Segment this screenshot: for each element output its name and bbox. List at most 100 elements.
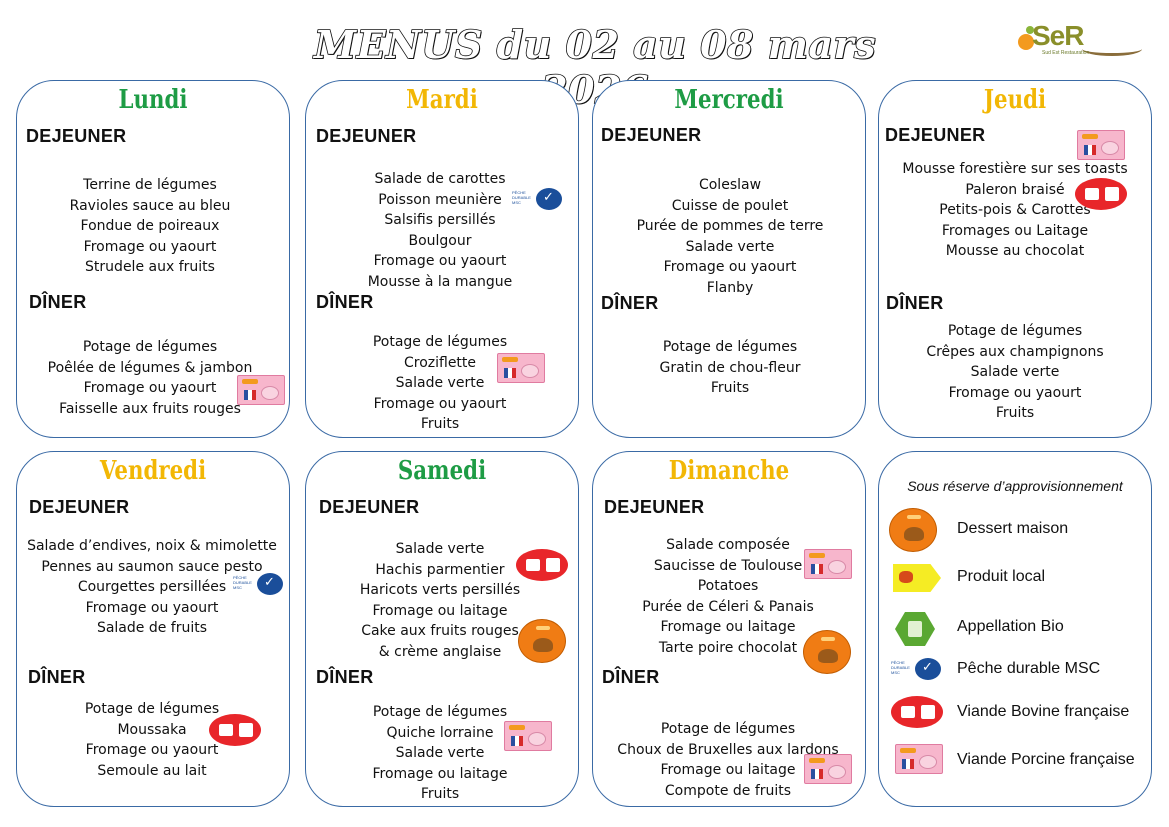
- dish: Poisson meunière: [378, 191, 502, 208]
- dish: Fromage ou yaourt: [85, 599, 219, 616]
- dish: Purée de pommes de terre: [636, 218, 824, 234]
- dish: Moussaka: [117, 721, 187, 738]
- diner-menu: Potage de légumes Choux de Bruxelles aux…: [593, 719, 865, 801]
- supply-note: Sous réserve d’approvisionnement: [907, 478, 1123, 494]
- diner-menu: Potage de légumes Crêpes aux champignons…: [879, 321, 1151, 424]
- dish: Potage de légumes: [660, 721, 796, 737]
- dish: Croziflette: [403, 354, 477, 371]
- logo-swoosh: [1082, 42, 1142, 56]
- viande-porcine-icon: [804, 549, 852, 579]
- viande-bovine-icon: [209, 714, 261, 746]
- dish: Purée de Céleri & Panais: [642, 598, 814, 615]
- diner-label: DÎNER: [28, 667, 86, 687]
- dish: Potage de légumes: [372, 704, 508, 720]
- dish: Paleron braisé: [965, 181, 1065, 198]
- bio-icon: [895, 612, 935, 646]
- diner-menu: Potage de légumes Croziflette Salade ver…: [306, 332, 578, 435]
- dish: Fromage ou laitage: [660, 762, 796, 778]
- diner-label: DÎNER: [886, 293, 944, 313]
- logo-subtitle: Sud Est Restauration: [1042, 50, 1090, 56]
- legend-item-bovine: Viande Bovine française: [879, 696, 1151, 740]
- dejeuner-menu: Salade verte Hachis parmentier Haricots …: [306, 539, 578, 662]
- dish: Cuisse de poulet: [671, 197, 789, 214]
- dish: Fromage ou yaourt: [948, 384, 1082, 401]
- dish: Fruits: [420, 786, 460, 802]
- dish: Flanby: [706, 279, 754, 296]
- dish: Salade verte: [395, 541, 485, 557]
- day-title: Mardi: [406, 85, 478, 115]
- day-card-dimanche: Dimanche DEJEUNER Salade composée Saucis…: [592, 451, 866, 807]
- dish: Salsifis persillés: [384, 212, 496, 228]
- msc-icon: PÊCHE DURABLE MSC: [233, 573, 283, 597]
- legend-label: Produit local: [957, 568, 1046, 585]
- legend-label: Viande Bovine française: [957, 703, 1130, 720]
- diner-menu: Potage de légumes Moussaka Fromage ou ya…: [17, 699, 289, 781]
- dish: Fromage ou yaourt: [83, 238, 217, 255]
- dish: Mousse forestière sur ses toasts: [902, 161, 1128, 177]
- viande-porcine-icon: [895, 744, 943, 774]
- dish: Faisselle aux fruits rouges: [59, 400, 241, 417]
- legend-item-local: Produit local: [879, 562, 1151, 606]
- dish: Boulgour: [408, 232, 472, 249]
- dish: Semoule au lait: [97, 762, 207, 779]
- dish: Cake aux fruits rouges: [361, 623, 519, 639]
- day-card-mardi: Mardi DEJEUNER Salade de carottes Poisso…: [305, 80, 579, 438]
- diner-menu: Potage de légumes Poêlée de légumes & ja…: [17, 337, 289, 419]
- dish: Gratin de chou-fleur: [659, 359, 801, 376]
- legend-label: Viande Porcine française: [957, 751, 1135, 768]
- day-card-samedi: Samedi DEJEUNER Salade verte Hachis parm…: [305, 451, 579, 807]
- day-card-vendredi: Vendredi DEJEUNER Salade d’endives, noix…: [16, 451, 290, 807]
- dish: Ravioles sauce au bleu: [69, 197, 231, 214]
- dish: Fruits: [995, 405, 1035, 421]
- day-title: Lundi: [118, 85, 188, 115]
- dejeuner-menu: Mousse forestière sur ses toasts Paleron…: [879, 159, 1151, 262]
- dish: Potatoes: [697, 578, 759, 594]
- day-title: Dimanche: [668, 456, 790, 486]
- dish: Petits-pois & Carottes: [939, 202, 1091, 218]
- dish: Potage de légumes: [372, 334, 508, 350]
- dish: Terrine de légumes: [83, 177, 217, 193]
- viande-bovine-icon: [516, 549, 568, 581]
- diner-label: DÎNER: [316, 292, 374, 312]
- dish: Fruits: [420, 416, 460, 432]
- dish: Salade de fruits: [96, 620, 208, 636]
- dish: Hachis parmentier: [375, 561, 505, 578]
- diner-label: DÎNER: [29, 292, 87, 312]
- day-card-jeudi: Jeudi DEJEUNER Mousse forestière sur ses…: [878, 80, 1152, 438]
- dejeuner-menu: Salade d’endives, noix & mimolette Penne…: [17, 536, 289, 639]
- dish: Quiche lorraine: [386, 724, 494, 741]
- dish: Salade composée: [666, 537, 790, 553]
- dish: Fromage ou yaourt: [85, 742, 219, 758]
- dejeuner-label: DEJEUNER: [604, 497, 705, 517]
- dish: Potage de légumes: [947, 323, 1083, 339]
- viande-porcine-icon: [1077, 130, 1125, 160]
- day-card-mercredi: Mercredi DEJEUNER Coleslaw Cuisse de pou…: [592, 80, 866, 438]
- logo-orange-dot: [1018, 34, 1034, 50]
- dejeuner-label: DEJEUNER: [885, 125, 986, 145]
- dish: Crêpes aux champignons: [926, 343, 1104, 360]
- dish: Fromage ou laitage: [372, 602, 508, 619]
- dish: Coleslaw: [698, 177, 762, 193]
- viande-porcine-icon: [504, 721, 552, 751]
- dejeuner-menu: Terrine de légumes Ravioles sauce au ble…: [17, 175, 289, 278]
- dejeuner-label: DEJEUNER: [319, 497, 420, 517]
- dish: Fromages ou Laitage: [941, 222, 1089, 239]
- viande-porcine-icon: [497, 353, 545, 383]
- day-title: Samedi: [397, 456, 487, 486]
- dish: Potage de légumes: [662, 339, 798, 355]
- logo-text: SeR: [1032, 20, 1084, 51]
- viande-porcine-icon: [804, 754, 852, 784]
- dessert-maison-icon: [803, 630, 851, 674]
- dish: Compote de fruits: [664, 782, 792, 799]
- dejeuner-label: DEJEUNER: [601, 125, 702, 145]
- dish: Tarte poire chocolat: [658, 639, 798, 656]
- dish: Potage de légumes: [82, 339, 218, 355]
- dejeuner-menu: Coleslaw Cuisse de poulet Purée de pomme…: [595, 175, 865, 298]
- diner-label: DÎNER: [601, 293, 659, 313]
- dejeuner-label: DEJEUNER: [26, 126, 127, 146]
- legend-label: Dessert maison: [957, 520, 1069, 537]
- legend-item-bio: Appellation Bio: [879, 612, 1151, 656]
- logo-green-dot: [1026, 26, 1034, 34]
- viande-porcine-icon: [237, 375, 285, 405]
- dejeuner-label: DEJEUNER: [29, 497, 130, 517]
